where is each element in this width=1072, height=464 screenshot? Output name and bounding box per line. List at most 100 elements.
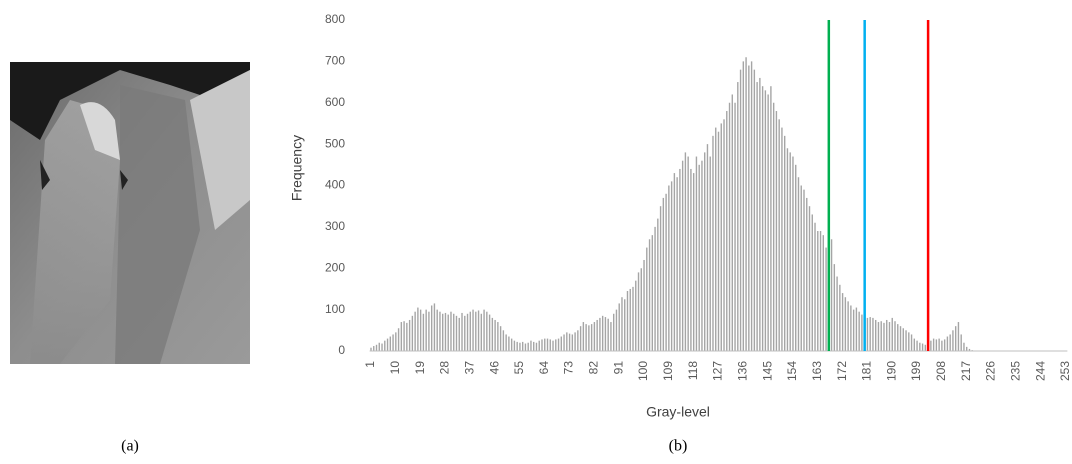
y-tick-label: 500 [325, 136, 345, 150]
x-axis-title: Gray-level [646, 404, 710, 420]
bar [756, 82, 758, 351]
bar [759, 77, 761, 352]
bar [480, 313, 483, 351]
bar [593, 322, 596, 351]
y-tick-label: 400 [325, 178, 345, 192]
panel-label: (a) [121, 438, 139, 455]
bar [797, 177, 800, 351]
bar [632, 286, 634, 351]
x-tick-label: 109 [661, 361, 675, 381]
bar [408, 319, 411, 351]
bar [720, 123, 722, 351]
bar [734, 102, 736, 351]
bar [560, 336, 562, 351]
bar [728, 102, 731, 351]
x-tick-label: 28 [438, 361, 452, 375]
bar [811, 214, 813, 351]
bar [381, 343, 383, 351]
bar [739, 69, 742, 352]
bar [607, 318, 609, 351]
bar [844, 297, 847, 351]
bar [806, 197, 808, 351]
bar [530, 340, 532, 351]
y-axis-title: Frequency [289, 135, 305, 201]
bar [712, 135, 714, 351]
bar [891, 317, 893, 351]
x-tick-label: 190 [884, 361, 898, 381]
bar [549, 339, 551, 351]
bar [419, 309, 422, 351]
bar [453, 313, 455, 351]
bar [400, 322, 403, 351]
bar [646, 247, 648, 351]
bar [370, 347, 372, 351]
bar [772, 102, 775, 351]
bar [389, 336, 392, 351]
x-tick-label: 253 [1058, 361, 1072, 381]
x-tick-label: 10 [388, 361, 402, 375]
panel-label: (b) [669, 438, 688, 455]
bar [505, 334, 507, 351]
bar [469, 311, 471, 351]
bar [406, 322, 408, 351]
bar [499, 326, 502, 351]
bar [546, 338, 549, 351]
bar [472, 309, 474, 351]
x-tick-label: 208 [934, 361, 948, 381]
bar [778, 119, 780, 351]
x-tick-label: 100 [636, 361, 650, 381]
bar [491, 317, 494, 351]
bar [737, 82, 739, 351]
bar [731, 94, 733, 351]
bar [695, 156, 698, 351]
bar [599, 317, 601, 351]
bar [938, 338, 940, 351]
bar [516, 341, 518, 351]
bar [847, 301, 849, 351]
bar [701, 160, 703, 351]
y-tick-label: 100 [325, 302, 345, 316]
bar [668, 185, 670, 351]
bar [433, 303, 436, 351]
bar [963, 342, 965, 351]
bar [439, 311, 441, 351]
bar [648, 239, 651, 351]
bar [414, 311, 416, 351]
x-tick-label: 55 [512, 361, 526, 375]
bar [883, 322, 885, 351]
bar [535, 342, 538, 351]
bar [571, 334, 574, 351]
bar [855, 307, 858, 351]
y-tick-label: 700 [325, 54, 345, 68]
x-tick-label: 163 [810, 361, 824, 381]
bar [541, 339, 543, 351]
y-tick-label: 0 [338, 343, 345, 357]
bar [604, 317, 607, 351]
bar [635, 280, 637, 351]
bar [726, 111, 728, 352]
x-tick-label: 118 [686, 361, 700, 380]
bar [767, 94, 769, 351]
bar [817, 231, 819, 351]
bar [745, 57, 747, 352]
bar [770, 86, 772, 351]
bar [935, 339, 938, 351]
bar [461, 312, 463, 351]
bar [425, 309, 427, 351]
bar [902, 328, 904, 351]
x-tick-label: 91 [611, 361, 625, 375]
bar [789, 152, 791, 351]
bar [566, 332, 568, 351]
bar [858, 311, 860, 351]
bar [458, 317, 460, 351]
bar [910, 334, 913, 351]
bar [946, 336, 949, 351]
bar [590, 324, 593, 351]
bar [665, 193, 667, 351]
x-tick-label: 136 [735, 361, 749, 381]
bar [662, 197, 665, 351]
bar [681, 160, 684, 351]
bar [483, 309, 485, 351]
bar [952, 330, 954, 351]
bar [748, 65, 750, 351]
